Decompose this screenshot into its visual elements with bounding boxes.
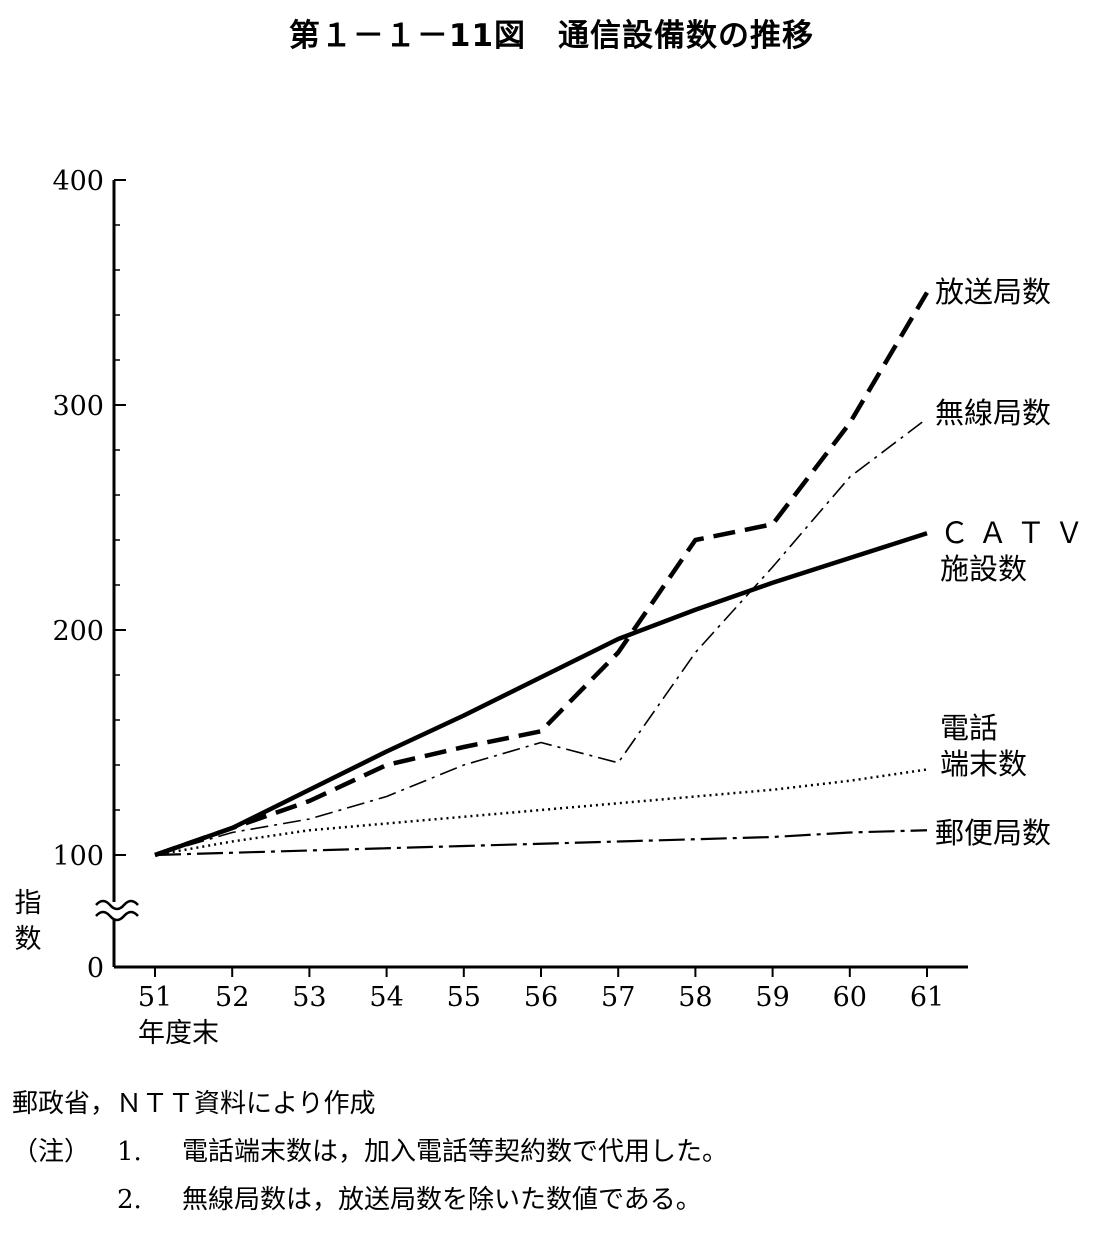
axis-labels: 年度末 指数 bbox=[15, 888, 220, 1049]
x-tick-label: 61 bbox=[910, 982, 944, 1013]
series-line-4 bbox=[154, 768, 928, 857]
x-tick-label: 57 bbox=[601, 982, 635, 1013]
chart-title: 第１－１－11図 通信設備数の推移 bbox=[288, 18, 815, 54]
series-line-3 bbox=[154, 531, 928, 858]
x-tick-label: 55 bbox=[447, 982, 481, 1013]
series-label-5: 郵便局数 bbox=[935, 816, 1051, 850]
x-tick-label: 54 bbox=[369, 982, 403, 1013]
source-note: 郵政省，ＮＴＴ資料により作成 bbox=[12, 1080, 375, 1128]
notes-prefix: （注） bbox=[12, 1137, 91, 1167]
x-tick-label: 60 bbox=[833, 982, 867, 1013]
note-number: 2. bbox=[117, 1185, 142, 1215]
y-axis-label-char: 指 bbox=[15, 888, 42, 919]
x-tick-label: 53 bbox=[292, 982, 326, 1013]
y-axis-label-char: 数 bbox=[15, 924, 42, 955]
x-tick-label: 58 bbox=[678, 982, 712, 1013]
y-tick-label: 0 bbox=[87, 953, 104, 984]
x-tick-label: 56 bbox=[524, 982, 558, 1013]
x-axis-label: 年度末 bbox=[138, 1018, 219, 1049]
y-tick-label: 200 bbox=[52, 616, 104, 647]
note-text: 電話端末数は，加入電話等契約数で代用した。 bbox=[182, 1137, 729, 1167]
series-label-3: 施設数 bbox=[940, 552, 1027, 586]
tick-labels: 0 100 200 300 400 51 52 53 54 55 56 57 58 59 60 61 bbox=[52, 166, 944, 1013]
x-tick-label: 51 bbox=[138, 982, 172, 1013]
y-tick-label: 100 bbox=[52, 841, 104, 872]
note-item-2: 2. 無線局数は，放送局数を除いた数値である。 bbox=[12, 1176, 702, 1224]
x-tick-label: 52 bbox=[215, 982, 249, 1013]
series-label-4: 端末数 bbox=[940, 747, 1027, 781]
series-label-4: 電話 bbox=[940, 711, 998, 745]
axes bbox=[95, 179, 968, 977]
x-tick-label: 59 bbox=[755, 982, 789, 1013]
source-text: 郵政省，ＮＴＴ資料により作成 bbox=[12, 1089, 376, 1119]
note-number: 1. bbox=[117, 1137, 142, 1167]
series-label-2: 無線局数 bbox=[935, 396, 1051, 430]
series-label-1: 放送局数 bbox=[935, 275, 1051, 309]
series-label-3: Ｃ Ａ Ｔ Ｖ bbox=[940, 516, 1084, 550]
axis-break-symbol bbox=[95, 899, 139, 922]
y-tick-label: 300 bbox=[52, 391, 104, 422]
series-line-1 bbox=[154, 291, 929, 858]
notes-block: 郵政省，ＮＴＴ資料により作成 （注） 1. 電話端末数は，加入電話等契約数で代用… bbox=[12, 1080, 728, 1224]
series-lines bbox=[154, 291, 929, 858]
series-line-2 bbox=[154, 417, 928, 856]
series-line-5 bbox=[154, 829, 928, 857]
note-text: 無線局数は，放送局数を除いた数値である。 bbox=[182, 1185, 702, 1215]
note-item-1: （注） 1. 電話端末数は，加入電話等契約数で代用した。 bbox=[12, 1128, 728, 1176]
y-tick-label: 400 bbox=[52, 166, 104, 197]
